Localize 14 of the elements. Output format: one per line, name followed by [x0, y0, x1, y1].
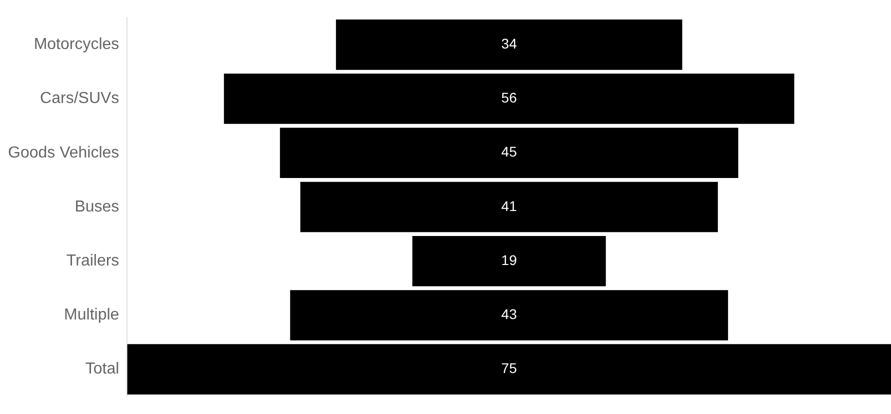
data-label: 41	[501, 198, 518, 214]
category-label: Multiple	[64, 306, 120, 324]
data-label: 43	[501, 306, 518, 322]
data-label: 19	[501, 252, 518, 268]
data-label: 75	[501, 360, 518, 376]
data-label: 56	[501, 90, 518, 106]
category-label: Total	[85, 360, 120, 378]
category-label: Buses	[74, 198, 120, 216]
category-label: Cars/SUVs	[40, 90, 120, 108]
category-label: Goods Vehicles	[8, 144, 120, 162]
data-label: 45	[501, 144, 518, 160]
category-label: Motorcycles	[34, 36, 120, 54]
data-label: 34	[501, 36, 518, 52]
category-label: Trailers	[66, 252, 120, 270]
